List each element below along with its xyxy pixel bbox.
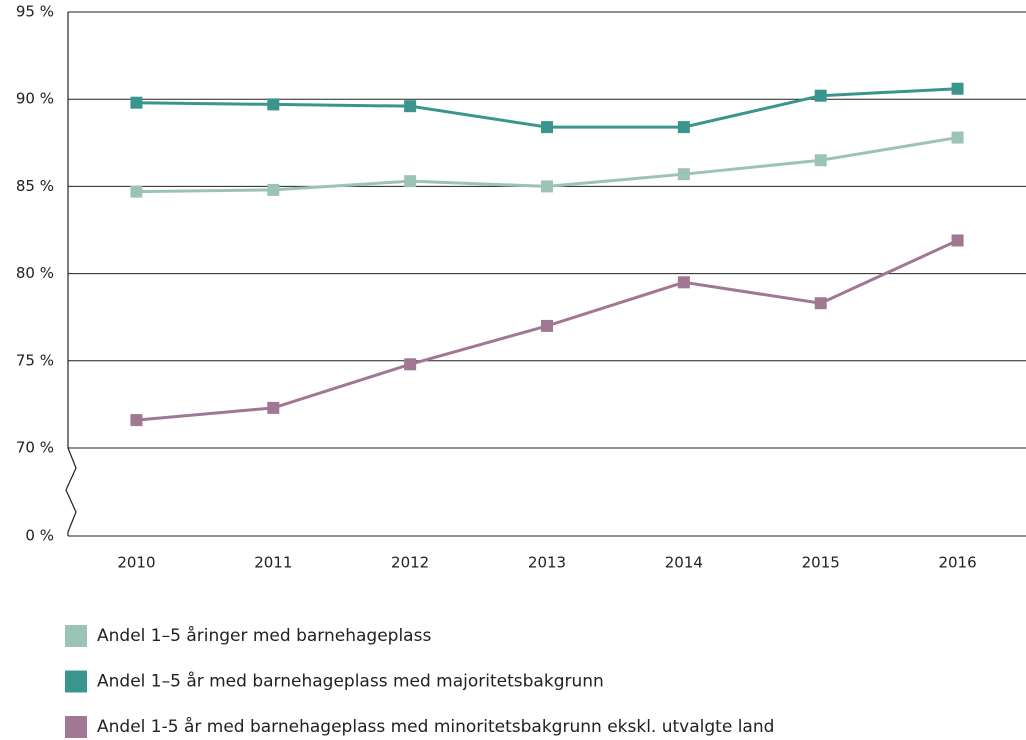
point-marker <box>404 358 417 371</box>
x-tick-label: 2011 <box>254 554 292 572</box>
point-marker <box>541 180 553 193</box>
legend-swatch <box>65 716 87 738</box>
y-tick-label: 80 % <box>16 264 54 282</box>
x-tick-label: 2015 <box>802 554 840 572</box>
point-marker <box>814 154 827 167</box>
legend-label: Andel 1-5 år med barnehageplass med mino… <box>97 716 774 737</box>
x-tick-label: 2013 <box>528 554 566 572</box>
legend-swatch <box>65 670 87 693</box>
point-marker <box>677 168 690 181</box>
y-tick-label: 95 % <box>16 3 54 21</box>
x-tick-label: 2010 <box>117 554 155 572</box>
point-marker <box>267 401 280 414</box>
point-marker <box>404 175 417 188</box>
point-marker <box>267 183 280 196</box>
point-marker <box>677 121 690 134</box>
point-marker <box>267 98 280 111</box>
point-marker <box>541 121 553 134</box>
point-marker <box>677 276 690 289</box>
y-tick-label: 85 % <box>16 177 54 195</box>
x-tick-label: 2012 <box>391 554 429 572</box>
legend-label: Andel 1–5 år med barnehageplass med majo… <box>97 671 604 692</box>
point-marker <box>130 185 143 198</box>
point-marker <box>951 131 964 144</box>
point-marker <box>951 234 964 247</box>
legend-label: Andel 1–5 åringer med barnehageplass <box>97 625 431 646</box>
point-marker <box>404 100 417 113</box>
x-tick-label: 2014 <box>665 554 703 572</box>
y-tick-label: 75 % <box>16 351 54 369</box>
point-marker <box>130 414 143 427</box>
point-marker <box>541 319 553 332</box>
point-marker <box>814 297 827 310</box>
point-marker <box>814 89 827 102</box>
point-marker <box>130 96 143 109</box>
y-tick-label: 0 % <box>25 527 54 545</box>
point-marker <box>951 82 964 95</box>
y-tick-label: 70 % <box>16 439 54 457</box>
y-tick-label: 90 % <box>16 90 54 108</box>
x-tick-label: 2016 <box>938 554 976 572</box>
legend-swatch <box>65 625 87 647</box>
